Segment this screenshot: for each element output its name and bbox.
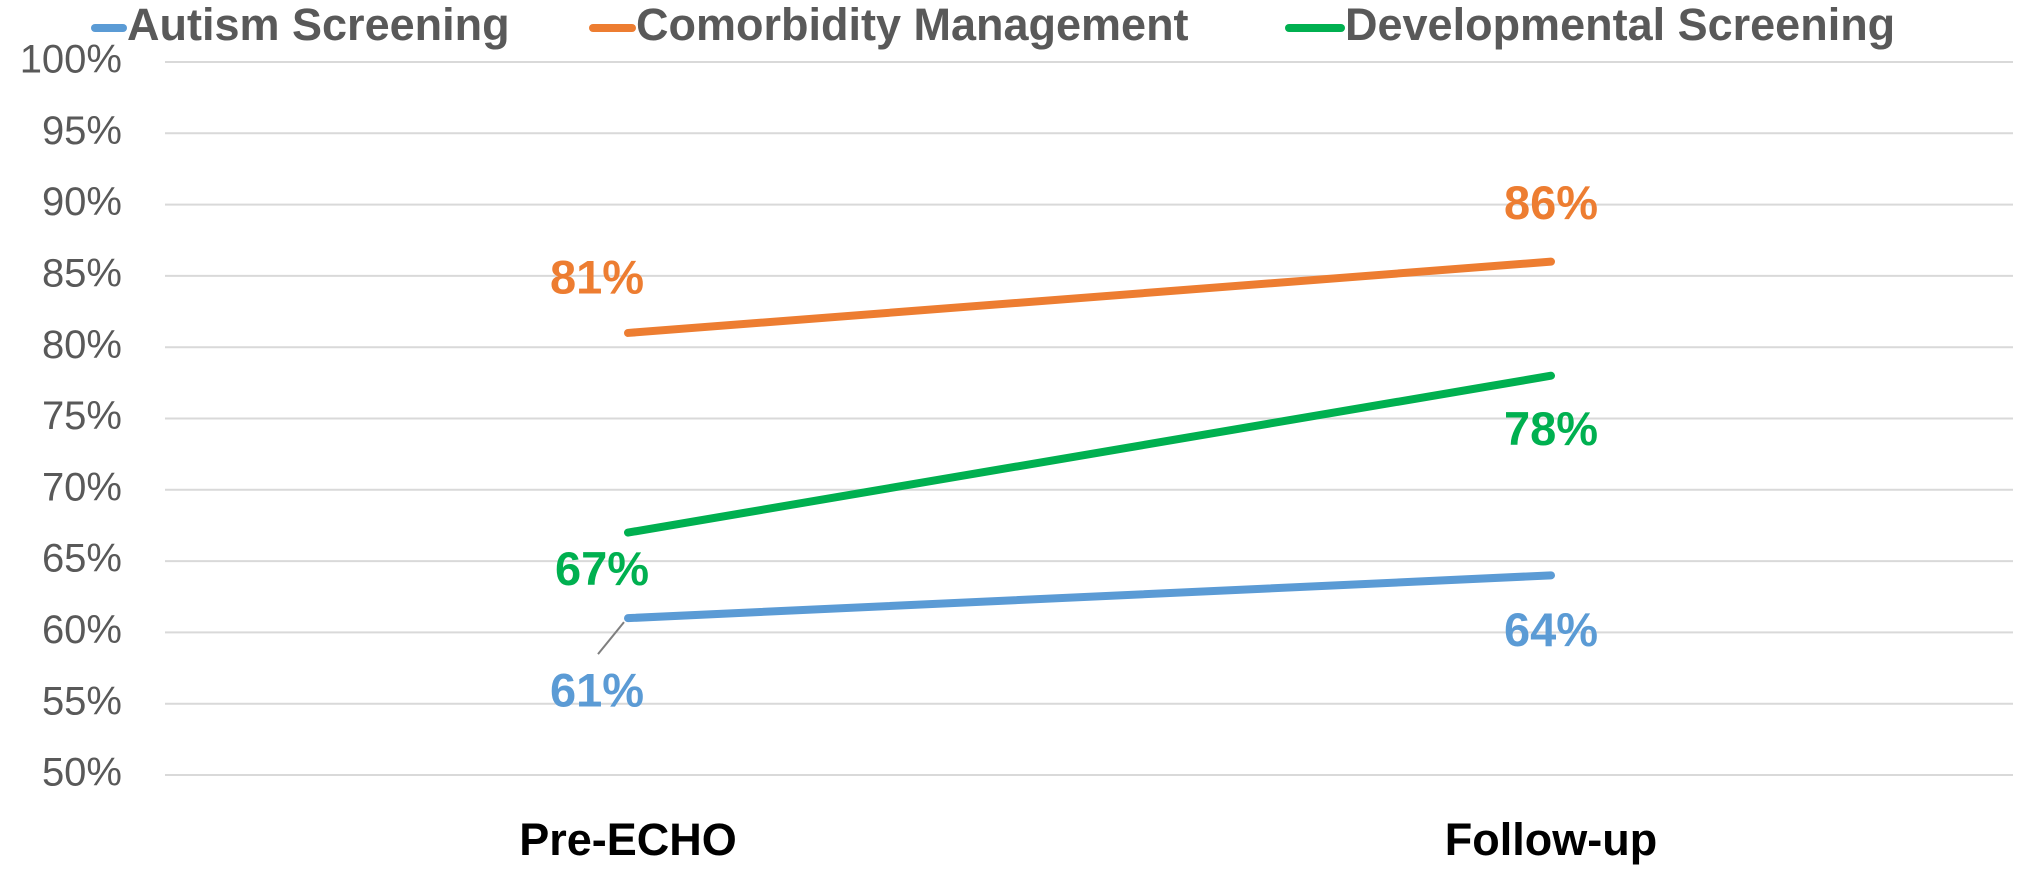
data-label: 67% (555, 542, 649, 595)
y-tick-label: 75% (42, 394, 122, 438)
y-tick-label: 80% (42, 323, 122, 367)
x-tick-label: Follow-up (1445, 814, 1657, 865)
y-tick-label: 65% (42, 537, 122, 581)
y-tick-label: 100% (20, 38, 122, 82)
data-label: 78% (1504, 402, 1598, 455)
data-label: 64% (1504, 603, 1598, 656)
legend-label: Autism Screening (127, 0, 510, 50)
y-tick-label: 90% (42, 180, 122, 224)
leader-line (597, 621, 625, 655)
data-label: 81% (550, 250, 644, 303)
y-tick-label: 60% (42, 608, 122, 652)
x-tick-label: Pre-ECHO (519, 814, 737, 865)
y-tick-label: 85% (42, 251, 122, 295)
y-tick-label: 50% (42, 751, 122, 795)
data-label: 61% (550, 664, 644, 717)
y-tick-label: 95% (42, 109, 122, 153)
data-label: 86% (1504, 176, 1598, 229)
y-tick-label: 70% (42, 465, 122, 509)
series-line (624, 571, 1555, 623)
series-line (624, 257, 1555, 337)
series-line (624, 371, 1555, 537)
y-tick-label: 55% (42, 679, 122, 723)
legend-label: Comorbidity Management (636, 0, 1189, 50)
legend-label: Developmental Screening (1345, 0, 1895, 50)
